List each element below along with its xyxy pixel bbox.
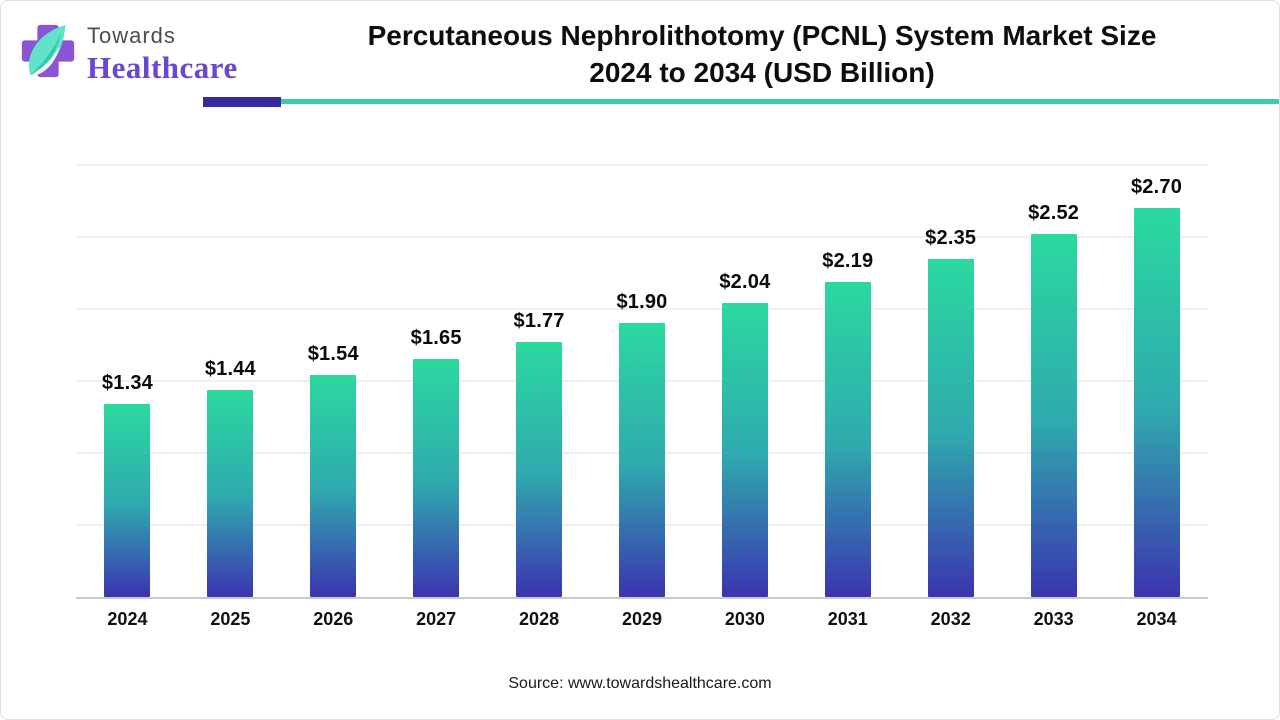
gridline-2.5: [76, 236, 1208, 238]
bar-column-2025: $1.44: [179, 165, 282, 597]
x-axis-tick-labels: 2024 2025 2026 2027 2028 2029 2030 2031 2032 2033…: [76, 609, 1208, 630]
bar-column-2032: $2.35: [899, 165, 1002, 597]
bar-2028: [516, 342, 563, 597]
brand-logo-text: Towards Healthcare: [87, 23, 238, 86]
bar-2029: [618, 323, 665, 597]
gridline-3.0: [76, 164, 1208, 166]
x-axis-tick-label-2033: 2033: [1033, 609, 1074, 629]
bar-column-2030: $2.04: [693, 165, 796, 597]
bar-2033: [1030, 234, 1077, 597]
bar-value-label-2026: $1.54: [307, 343, 359, 366]
bars-container: $1.34 $1.44 $1.54 $1.65 $1.77 $1.90 $2.04 $2.19…: [76, 165, 1208, 597]
x-axis-tick-label-2026: 2026: [313, 609, 354, 629]
bar-2026: [310, 375, 357, 597]
x-axis-tick-label-2027: 2027: [416, 609, 457, 629]
x-axis-tick-label-2025: 2025: [210, 609, 251, 629]
chart-title-line2: 2024 to 2034 (USD Billion): [589, 57, 935, 88]
brand-name-towards: Towards: [87, 23, 176, 48]
header-divider-teal-segment: [281, 99, 1279, 104]
bar-column-2024: $1.34: [76, 165, 179, 597]
bar-column-2033: $2.52: [1002, 165, 1105, 597]
bar-value-label-2028: $1.77: [513, 310, 565, 333]
bar-value-label-2030: $2.04: [719, 271, 771, 294]
bar-2034: [1133, 208, 1180, 597]
bar-column-2031: $2.19: [796, 165, 899, 597]
bar-2032: [927, 258, 974, 597]
bar-value-label-2033: $2.52: [1028, 202, 1080, 225]
chart-title: Percutaneous Nephrolithotomy (PCNL) Syst…: [261, 17, 1263, 91]
bar-value-label-2025: $1.44: [204, 357, 256, 380]
bar-column-2034: $2.70: [1105, 165, 1208, 597]
bar-value-label-2024: $1.34: [101, 372, 153, 395]
header-divider: [203, 96, 1279, 107]
bar-value-label-2027: $1.65: [410, 327, 462, 350]
brand-logo: Towards Healthcare: [17, 19, 238, 86]
x-axis-tick-label-2030: 2030: [724, 609, 765, 629]
bar-2030: [721, 303, 768, 597]
bar-value-label-2031: $2.19: [822, 249, 874, 272]
gridline-2.0: [76, 308, 1208, 310]
bar-column-2028: $1.77: [488, 165, 591, 597]
bar-column-2027: $1.65: [385, 165, 488, 597]
bar-2024: [104, 404, 151, 597]
chart-title-line1: Percutaneous Nephrolithotomy (PCNL) Syst…: [367, 20, 1157, 51]
healthcare-cross-leaf-icon: [21, 24, 75, 78]
bar-2027: [413, 359, 460, 597]
brand-name-healthcare: Healthcare: [87, 50, 238, 85]
bar-column-2026: $1.54: [282, 165, 385, 597]
x-axis-tick-label-2028: 2028: [519, 609, 560, 629]
plot-area: $1.34 $1.44 $1.54 $1.65 $1.77 $1.90 $2.04 $2.19…: [76, 164, 1208, 599]
x-axis-tick-label-2024: 2024: [107, 609, 148, 629]
x-axis-tick-label-2029: 2029: [621, 609, 662, 629]
bar-value-label-2034: $2.70: [1130, 176, 1183, 199]
bar-2031: [824, 281, 871, 597]
x-axis-tick-label-2032: 2032: [930, 609, 971, 629]
x-axis-tick-label-2031: 2031: [827, 609, 868, 629]
x-axis-tick-label-2034: 2034: [1136, 609, 1177, 629]
bar-value-label-2029: $1.90: [616, 291, 668, 314]
bar-value-label-2032: $2.35: [925, 226, 977, 249]
bar-column-2029: $1.90: [591, 165, 694, 597]
x-axis-line: [76, 597, 1208, 599]
bar-2025: [207, 389, 254, 597]
source-attribution: Source: www.towardshealthcare.com: [508, 675, 772, 692]
header-divider-purple-segment: [203, 96, 281, 107]
